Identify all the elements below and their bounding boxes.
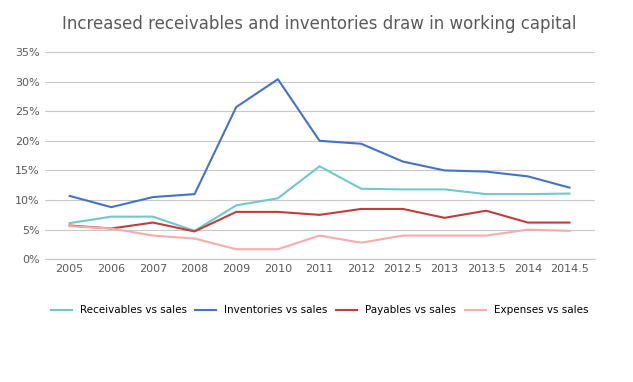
Receivables vs sales xyxy=(441,187,448,192)
Inventories vs sales xyxy=(316,139,323,143)
Inventories vs sales xyxy=(399,159,406,164)
Payables vs sales xyxy=(108,226,115,231)
Receivables vs sales xyxy=(566,191,573,196)
Inventories vs sales xyxy=(441,168,448,173)
Expenses vs sales xyxy=(149,233,157,238)
Expenses vs sales xyxy=(566,228,573,233)
Payables vs sales xyxy=(66,223,73,228)
Inventories vs sales xyxy=(191,192,198,196)
Line: Receivables vs sales: Receivables vs sales xyxy=(70,166,570,231)
Payables vs sales xyxy=(441,215,448,220)
Inventories vs sales xyxy=(108,205,115,209)
Receivables vs sales xyxy=(108,214,115,219)
Expenses vs sales xyxy=(108,226,115,231)
Receivables vs sales xyxy=(399,187,406,192)
Expenses vs sales xyxy=(358,240,365,245)
Payables vs sales xyxy=(274,210,282,214)
Line: Expenses vs sales: Expenses vs sales xyxy=(70,226,570,249)
Expenses vs sales xyxy=(441,233,448,238)
Receivables vs sales xyxy=(191,228,198,233)
Payables vs sales xyxy=(399,207,406,211)
Receivables vs sales xyxy=(524,192,532,196)
Payables vs sales xyxy=(191,229,198,234)
Payables vs sales xyxy=(524,220,532,225)
Expenses vs sales xyxy=(524,227,532,232)
Line: Payables vs sales: Payables vs sales xyxy=(70,209,570,231)
Inventories vs sales xyxy=(149,195,157,199)
Expenses vs sales xyxy=(399,233,406,238)
Expenses vs sales xyxy=(191,236,198,241)
Receivables vs sales xyxy=(232,203,240,208)
Receivables vs sales xyxy=(66,221,73,225)
Inventories vs sales xyxy=(274,77,282,81)
Receivables vs sales xyxy=(482,192,490,196)
Line: Inventories vs sales: Inventories vs sales xyxy=(70,79,570,207)
Inventories vs sales xyxy=(566,185,573,190)
Payables vs sales xyxy=(566,220,573,225)
Receivables vs sales xyxy=(316,164,323,168)
Receivables vs sales xyxy=(149,214,157,219)
Payables vs sales xyxy=(316,212,323,217)
Expenses vs sales xyxy=(482,233,490,238)
Payables vs sales xyxy=(358,207,365,211)
Receivables vs sales xyxy=(274,196,282,201)
Inventories vs sales xyxy=(232,105,240,109)
Title: Increased receivables and inventories draw in working capital: Increased receivables and inventories dr… xyxy=(63,15,577,33)
Inventories vs sales xyxy=(524,174,532,179)
Receivables vs sales xyxy=(358,186,365,191)
Expenses vs sales xyxy=(274,247,282,251)
Inventories vs sales xyxy=(482,169,490,174)
Legend: Receivables vs sales, Inventories vs sales, Payables vs sales, Expenses vs sales: Receivables vs sales, Inventories vs sal… xyxy=(51,306,588,316)
Payables vs sales xyxy=(232,210,240,214)
Expenses vs sales xyxy=(316,233,323,238)
Payables vs sales xyxy=(482,209,490,213)
Inventories vs sales xyxy=(358,141,365,146)
Inventories vs sales xyxy=(66,194,73,198)
Expenses vs sales xyxy=(232,247,240,251)
Expenses vs sales xyxy=(66,224,73,228)
Payables vs sales xyxy=(149,220,157,225)
